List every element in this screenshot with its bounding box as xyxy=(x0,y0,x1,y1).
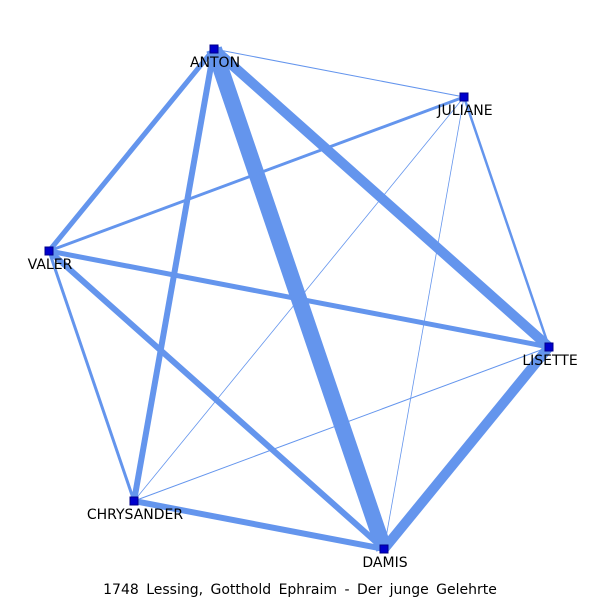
edge-anton-valer xyxy=(47,47,216,253)
node-juliane xyxy=(459,92,469,102)
node-label-damis: DAMIS xyxy=(362,555,407,571)
edge-juliane-chrysander xyxy=(133,96,465,502)
edge-juliane-damis xyxy=(383,96,465,550)
node-valer xyxy=(44,246,54,256)
labels-layer: ANTON JULIANE VALER LISETTE CHRYSANDER DAMIS xyxy=(28,55,578,571)
edge-chrysander-lisette xyxy=(133,346,550,502)
edge-juliane-lisette xyxy=(462,96,551,348)
edge-chrysander-damis xyxy=(133,498,385,552)
nodes-layer xyxy=(44,44,554,554)
edge-damis-lisette xyxy=(380,343,553,553)
edge-anton-juliane xyxy=(213,48,465,98)
edges-layer xyxy=(47,45,553,553)
edge-valer-juliane xyxy=(48,95,465,253)
node-label-juliane: JULIANE xyxy=(436,103,492,119)
graph-caption: 1748 Lessing, Gotthold Ephraim - Der jun… xyxy=(103,582,497,598)
node-label-chrysander: CHRYSANDER xyxy=(87,507,184,523)
node-label-lisette: LISETTE xyxy=(522,353,577,369)
node-damis xyxy=(379,544,389,554)
edge-valer-chrysander xyxy=(47,250,136,502)
node-lisette xyxy=(544,342,554,352)
node-label-valer: VALER xyxy=(28,257,73,273)
node-anton xyxy=(209,44,219,54)
node-chrysander xyxy=(129,496,139,506)
node-label-anton: ANTON xyxy=(190,55,240,71)
